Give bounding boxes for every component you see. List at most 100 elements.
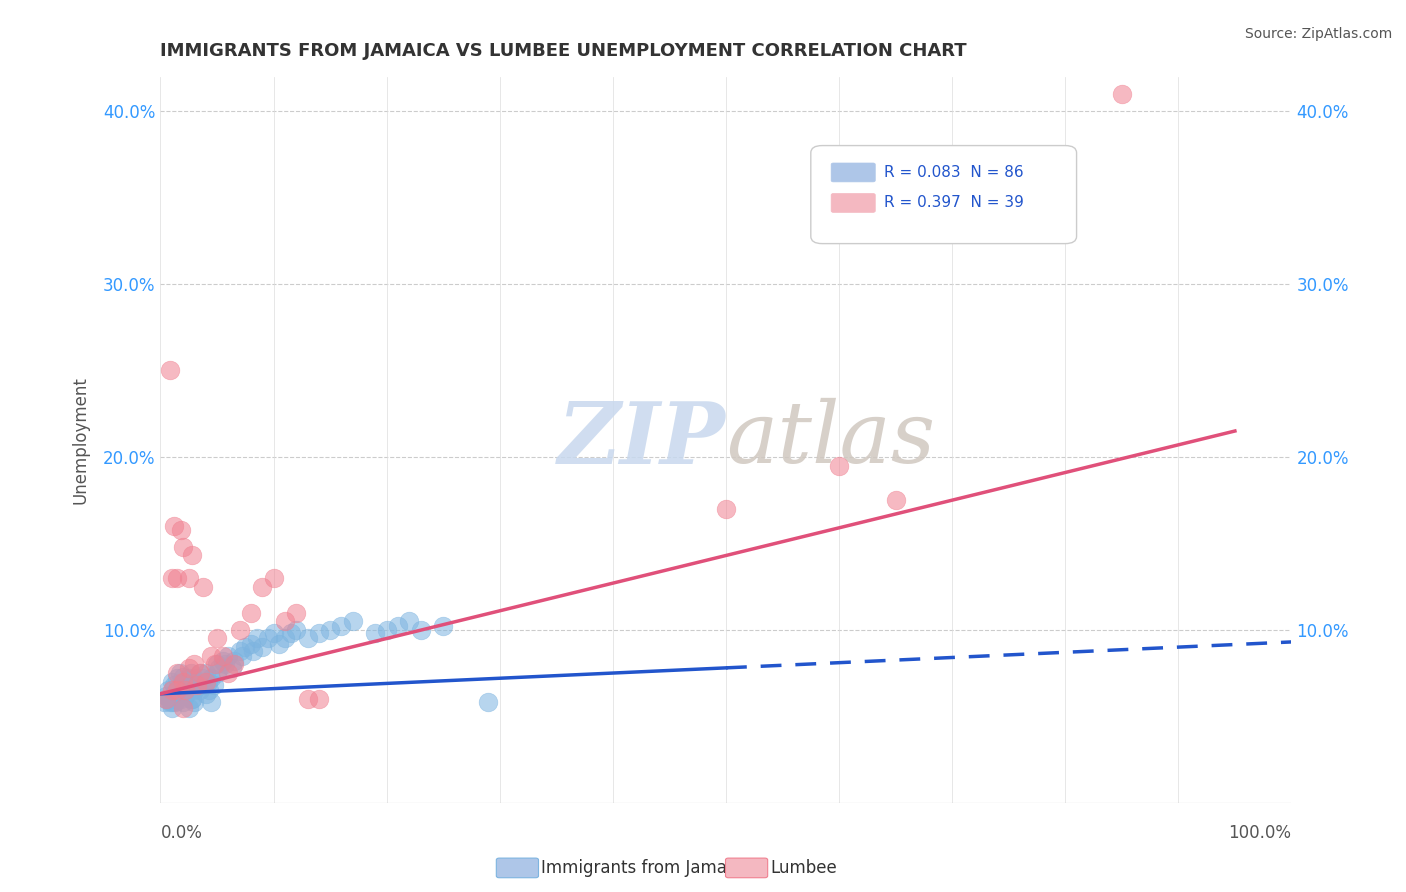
Point — [160, 683, 183, 698]
Point — [398, 614, 420, 628]
Point — [233, 640, 256, 654]
Point — [375, 623, 398, 637]
Point — [183, 671, 205, 685]
Point — [155, 692, 177, 706]
Point — [174, 683, 197, 698]
FancyBboxPatch shape — [811, 145, 1077, 244]
Point — [1111, 87, 1133, 101]
Point — [409, 623, 432, 637]
Point — [239, 637, 262, 651]
Point — [239, 606, 262, 620]
Point — [200, 671, 222, 685]
Point — [155, 689, 177, 703]
Point — [163, 687, 186, 701]
Point — [200, 648, 222, 663]
Point — [172, 695, 194, 709]
Point — [187, 678, 209, 692]
Point — [205, 666, 228, 681]
Point — [172, 674, 194, 689]
Point — [285, 623, 308, 637]
Point — [364, 626, 387, 640]
Point — [200, 695, 222, 709]
Point — [208, 661, 231, 675]
Point — [257, 632, 280, 646]
Point — [202, 678, 225, 692]
Point — [193, 678, 215, 692]
Point — [155, 692, 177, 706]
Text: ZIP: ZIP — [558, 398, 725, 482]
Point — [177, 683, 200, 698]
Text: atlas: atlas — [725, 399, 935, 481]
Point — [166, 571, 188, 585]
Point — [231, 648, 253, 663]
Point — [194, 687, 217, 701]
Text: IMMIGRANTS FROM JAMAICA VS LUMBEE UNEMPLOYMENT CORRELATION CHART: IMMIGRANTS FROM JAMAICA VS LUMBEE UNEMPL… — [160, 42, 967, 60]
Point — [170, 678, 193, 692]
Point — [477, 695, 499, 709]
Point — [205, 632, 228, 646]
Point — [160, 571, 183, 585]
Y-axis label: Unemployment: Unemployment — [72, 376, 89, 504]
Point — [174, 674, 197, 689]
Point — [246, 632, 269, 646]
Point — [198, 683, 221, 698]
Point — [174, 689, 197, 703]
Point — [252, 580, 274, 594]
Point — [174, 678, 197, 692]
Point — [828, 458, 851, 473]
Point — [297, 692, 319, 706]
Point — [159, 695, 181, 709]
FancyBboxPatch shape — [831, 163, 876, 182]
Point — [242, 643, 264, 657]
Point — [188, 666, 211, 681]
Point — [181, 549, 204, 563]
Point — [217, 666, 239, 681]
Point — [176, 678, 198, 692]
Point — [169, 666, 191, 681]
Point — [160, 674, 183, 689]
Point — [221, 661, 243, 675]
Point — [170, 523, 193, 537]
Point — [172, 700, 194, 714]
Point — [263, 571, 285, 585]
Point — [319, 623, 342, 637]
Point — [165, 695, 187, 709]
Point — [177, 700, 200, 714]
Point — [160, 695, 183, 709]
Point — [153, 695, 176, 709]
Point — [252, 640, 274, 654]
Point — [297, 632, 319, 646]
Text: R = 0.397  N = 39: R = 0.397 N = 39 — [884, 195, 1024, 211]
Text: Lumbee: Lumbee — [770, 859, 837, 877]
Point — [188, 666, 211, 681]
Point — [274, 614, 297, 628]
Point — [172, 540, 194, 554]
Point — [166, 692, 188, 706]
Point — [166, 683, 188, 698]
Point — [159, 363, 181, 377]
Point — [165, 689, 187, 703]
Point — [274, 632, 297, 646]
Point — [188, 683, 211, 698]
Point — [163, 678, 186, 692]
Point — [166, 671, 188, 685]
Point — [172, 683, 194, 698]
Point — [285, 606, 308, 620]
Point — [177, 571, 200, 585]
Point — [183, 683, 205, 698]
Point — [172, 687, 194, 701]
Point — [714, 501, 737, 516]
Point — [263, 626, 285, 640]
Point — [172, 669, 194, 683]
Point — [180, 678, 202, 692]
Point — [160, 700, 183, 714]
Text: Immigrants from Jamaica: Immigrants from Jamaica — [541, 859, 751, 877]
Point — [177, 661, 200, 675]
Point — [193, 580, 215, 594]
Text: R = 0.083  N = 86: R = 0.083 N = 86 — [884, 165, 1024, 180]
Point — [186, 674, 208, 689]
Point — [432, 619, 454, 633]
Text: 0.0%: 0.0% — [160, 824, 202, 843]
Point — [183, 657, 205, 672]
Point — [177, 671, 200, 685]
